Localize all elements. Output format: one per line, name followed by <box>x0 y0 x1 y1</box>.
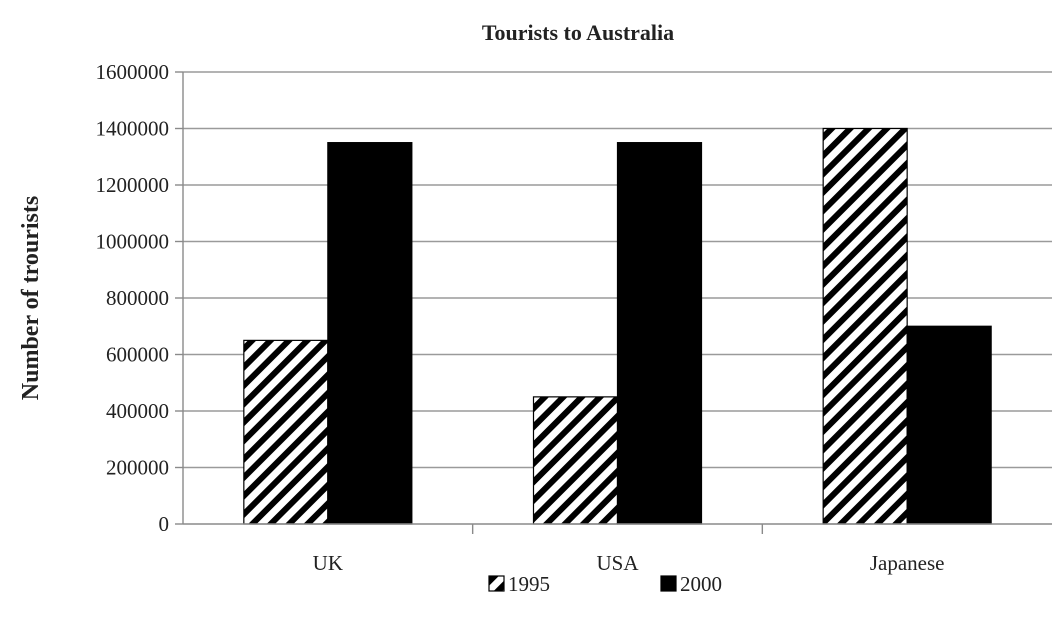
x-tick-label: UK <box>313 551 343 575</box>
bar-uk-2000 <box>327 142 413 525</box>
legend-label-2000: 2000 <box>680 572 722 596</box>
legend-label-1995: 1995 <box>508 572 550 596</box>
y-tick-label: 0 <box>159 512 170 536</box>
x-axis-ticks: UK USA Japanese <box>313 524 945 575</box>
axes <box>182 72 1052 525</box>
bar-japanese-1995 <box>822 127 908 525</box>
y-tick-label: 200000 <box>106 456 169 480</box>
y-tick-label: 600000 <box>106 343 169 367</box>
x-tick-label: USA <box>596 551 639 575</box>
y-axis-ticks: 0 200000 400000 600000 800000 1000000 1200000 1… <box>96 60 183 536</box>
y-tick-label: 400000 <box>106 399 169 423</box>
bar-japanese-2000 <box>906 325 992 525</box>
bar-usa-2000 <box>616 142 703 525</box>
bars <box>243 127 992 525</box>
legend: 1995 2000 <box>488 572 722 596</box>
legend-swatch-2000 <box>660 575 677 592</box>
bar-uk-1995 <box>243 339 329 525</box>
y-tick-label: 1600000 <box>96 60 170 84</box>
y-tick-label: 1200000 <box>96 173 170 197</box>
y-axis-title: Number of trourists <box>18 196 44 400</box>
chart-title: Tourists to Australia <box>482 20 674 45</box>
y-tick-label: 800000 <box>106 286 169 310</box>
bar-usa-1995 <box>532 396 619 525</box>
legend-swatch-1995 <box>488 575 505 592</box>
y-tick-label: 1000000 <box>96 230 170 254</box>
x-tick-label: Japanese <box>870 551 945 575</box>
y-tick-label: 1400000 <box>96 117 170 141</box>
